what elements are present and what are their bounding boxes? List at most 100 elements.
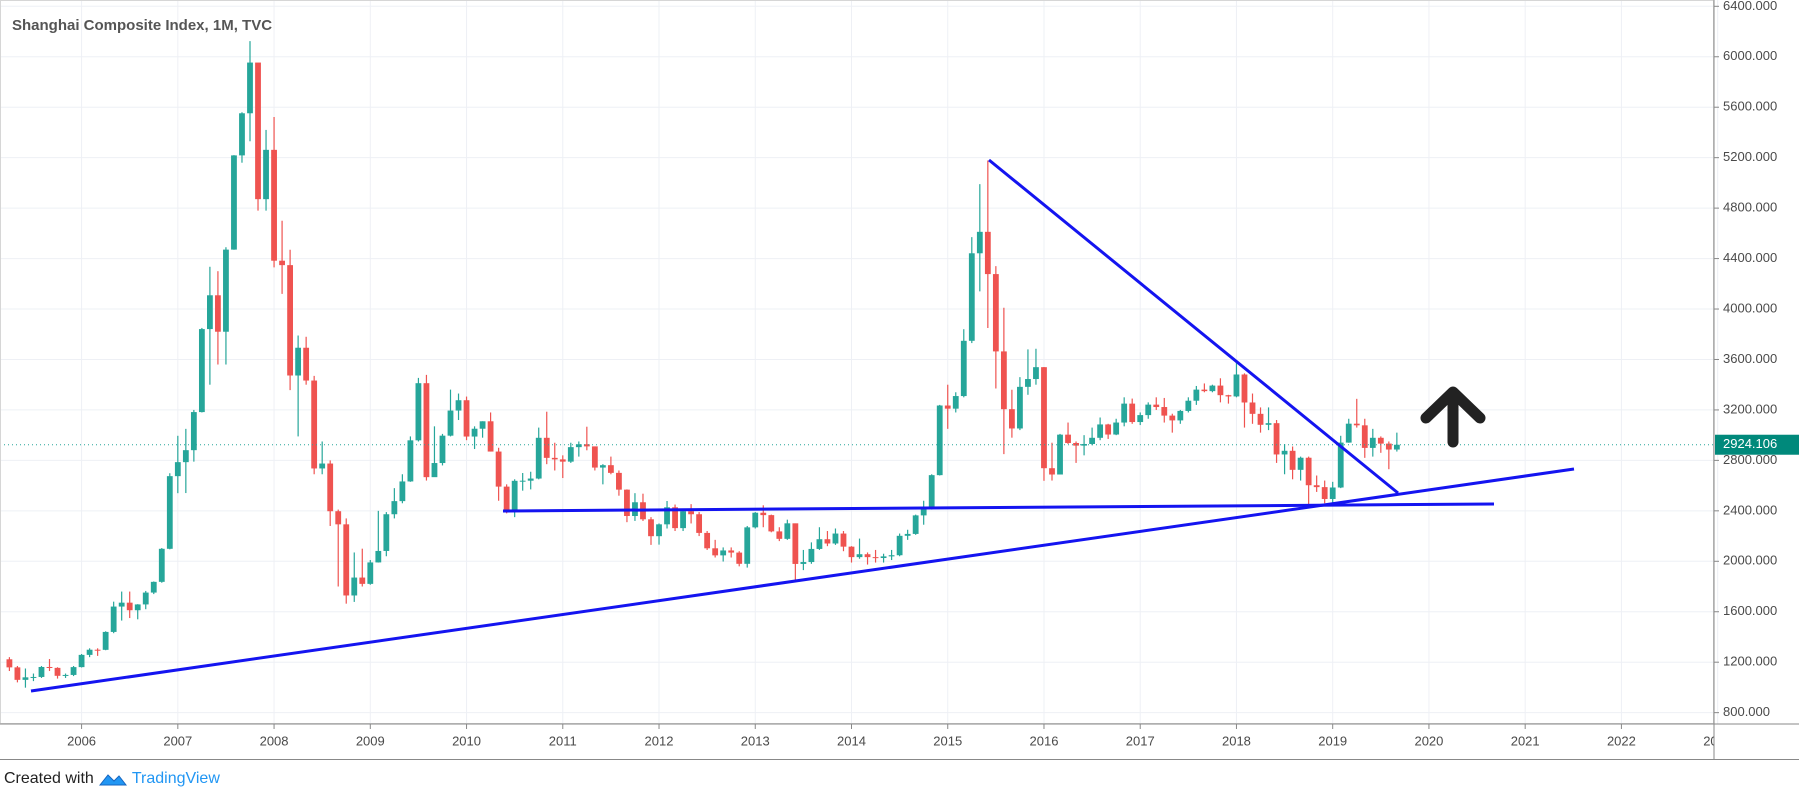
candle-body [279,260,285,266]
candle-body [696,514,703,533]
y-tick-label: 1200.000 [1723,654,1777,669]
candle-body [736,552,743,564]
candle-body [38,666,45,677]
candle-body [768,515,775,532]
x-tick-label: 2017 [1126,733,1155,748]
candle-body [158,548,165,582]
candle-body [856,554,863,558]
candle-body [832,533,839,544]
candle-body [904,533,911,536]
candle-body [1209,385,1216,392]
candle-body [1000,351,1007,410]
candle-body [1121,403,1128,423]
x-tick-label: 2009 [356,733,385,748]
candle-body [6,659,13,668]
candle-body [952,396,959,409]
candle-body [423,383,430,478]
x-tick-label: 2021 [1511,733,1540,748]
candle-body [984,231,991,275]
y-tick-label: 4800.000 [1723,200,1777,215]
candle-body [559,459,566,462]
candle-body [455,400,462,411]
candle-body [110,606,117,632]
candle-body [1329,487,1336,499]
candle-body [383,514,390,551]
candle-body [118,602,125,607]
candle-body [1289,450,1296,470]
candle-body [1225,395,1232,397]
candle-body [752,512,759,528]
candle-body [359,577,366,584]
candle-body [784,523,791,539]
candle-body [792,523,799,564]
y-tick-label: 3600.000 [1723,351,1777,366]
candle-body [527,478,534,481]
candle-body [1033,367,1039,380]
candle-body [391,501,398,515]
candle-body [1233,374,1240,397]
axes: 800.000 1200.000 1600.000 2000.000 2400.000 2… [67,0,1799,748]
candle-body [198,329,205,413]
candle-body [1297,457,1304,470]
candle-body [535,437,542,479]
y-tick-label: 5600.000 [1723,99,1777,114]
candle-body [1393,444,1400,450]
grid [0,0,1719,724]
candle-body [94,649,101,651]
y-tick-label: 4400.000 [1723,250,1777,265]
candle-body [583,444,590,447]
candle-body [54,667,61,676]
candle-body [1169,415,1176,421]
footer-brand: TradingView [131,770,220,787]
candle-body [1049,468,1055,475]
candle-body [343,524,350,596]
candle-body [872,557,879,559]
x-tick-label: 2014 [837,733,866,748]
candle-body [190,412,197,451]
candle-body [271,149,277,261]
candle-body [407,440,414,482]
candle-body [182,450,189,463]
candle-body [1041,367,1047,469]
candle-body [816,539,823,549]
candle-body [599,465,606,468]
candle-body [335,511,342,525]
candle-body [78,654,85,668]
candle-body [648,519,654,537]
candle-body [1017,386,1023,429]
candle-body [495,451,502,487]
candle-body [239,113,245,156]
candle-body [591,446,598,468]
x-tick-label: 2011 [549,733,577,748]
candle-body [14,667,21,680]
candle-body [720,550,727,556]
candle-body [880,556,887,559]
candle-body [1025,379,1031,387]
candle-body [399,481,406,502]
x-axis: 2006 2007 2008 2009 2010 2011 2012 2013 2014 2015… [67,724,1714,748]
candle-body [688,511,694,515]
candle-body [1337,442,1344,488]
candle-body [375,550,382,563]
candle-body [1105,424,1112,435]
x-tick-label: 2016 [1030,733,1059,748]
x-tick-label: 2006 [67,733,96,748]
candle-body [760,512,767,516]
candle-body [944,405,951,409]
y-tick-label: 2000.000 [1723,553,1777,568]
candle-body [848,546,855,558]
candle-body [1193,389,1200,401]
y-tick-label: 3200.000 [1723,401,1777,416]
last-price-label: 2924.106 [1723,436,1777,451]
candle-body [287,265,293,376]
candle-body [207,295,213,330]
candle-body [1369,437,1376,448]
candle-body [992,274,999,352]
y-tick-label: 1600.000 [1723,603,1777,618]
candle-body [976,231,983,254]
candle-body [62,674,69,676]
candle-body [255,62,261,200]
candle-body [1273,423,1280,455]
candle-body [1345,423,1352,443]
